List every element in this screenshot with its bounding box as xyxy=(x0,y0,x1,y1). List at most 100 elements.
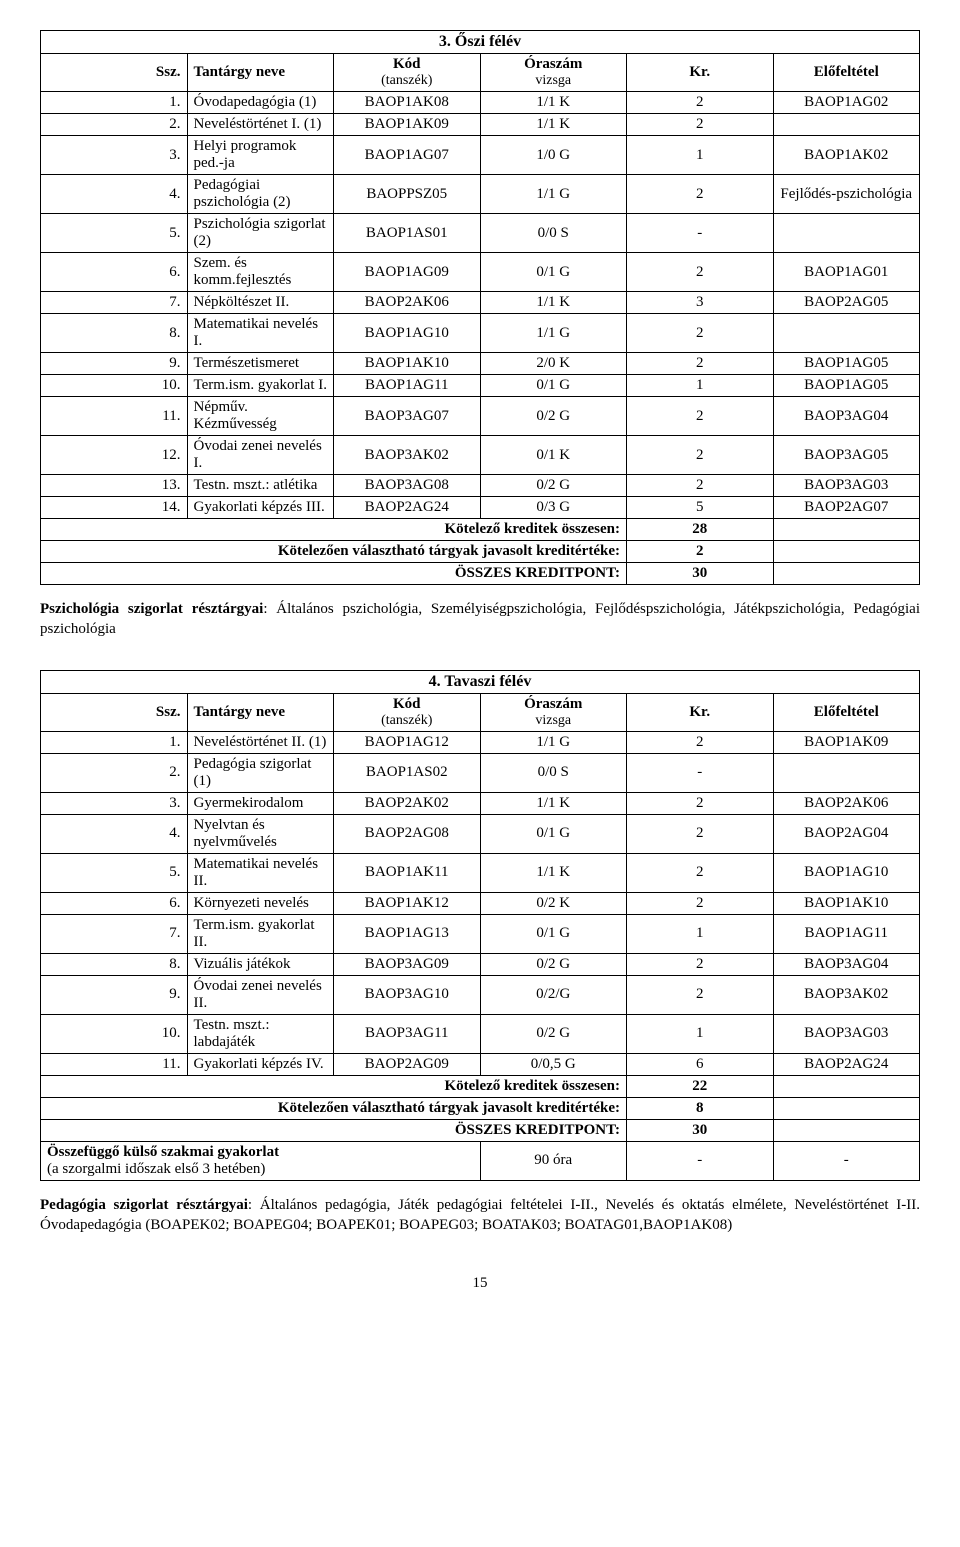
cell-name: Testn. mszt.: labdajáték xyxy=(187,1014,334,1053)
cell-name: Természetismeret xyxy=(187,353,334,375)
cell-kr: 2 xyxy=(627,253,774,292)
cell-kr: 1 xyxy=(627,914,774,953)
summary-empty xyxy=(773,1119,920,1141)
cell-ssz: 4. xyxy=(41,814,188,853)
cell-ssz: 6. xyxy=(41,253,188,292)
cell-kr: 2 xyxy=(627,436,774,475)
cell-elo: BAOP2AG24 xyxy=(773,1053,920,1075)
cell-ssz: 9. xyxy=(41,353,188,375)
summary-row: Kötelezően választható tárgyak javasolt … xyxy=(41,541,920,563)
cell-kod: BAOP1AS01 xyxy=(334,214,481,253)
cell-ora: 1/1 K xyxy=(480,292,627,314)
th-kod: Kód (tanszék) xyxy=(334,693,481,731)
cell-kr: 1 xyxy=(627,375,774,397)
cell-elo: BAOP2AG04 xyxy=(773,814,920,853)
cell-kod: BAOP3AG11 xyxy=(334,1014,481,1053)
cell-kod: BAOP1AK08 xyxy=(334,92,481,114)
cell-elo: BAOP2AG05 xyxy=(773,292,920,314)
summary-row: ÖSSZES KREDITPONT:30 xyxy=(41,1119,920,1141)
cell-name: Óvodai zenei nevelés II. xyxy=(187,975,334,1014)
cell-ora: 0/2 K xyxy=(480,892,627,914)
cell-kod: BAOP1AG11 xyxy=(334,375,481,397)
summary-empty xyxy=(773,1075,920,1097)
table-row: 12.Óvodai zenei nevelés I.BAOP3AK020/1 K… xyxy=(41,436,920,475)
summary-label: Kötelező kreditek összesen: xyxy=(41,1075,627,1097)
summary-label: ÖSSZES KREDITPONT: xyxy=(41,1119,627,1141)
section3-title: 3. Őszi félév xyxy=(41,31,920,54)
table-row: 6.Szem. és komm.fejlesztésBAOP1AG090/1 G… xyxy=(41,253,920,292)
th-kod-sub: (tanszék) xyxy=(340,713,474,729)
cell-elo: BAOP3AG05 xyxy=(773,436,920,475)
cell-name: Helyi programok ped.-ja xyxy=(187,136,334,175)
th-elo: Előfeltétel xyxy=(773,54,920,92)
cell-kr: 1 xyxy=(627,136,774,175)
cell-ora: 0/1 G xyxy=(480,814,627,853)
cell-name: Term.ism. gyakorlat II. xyxy=(187,914,334,953)
th-ora-main: Óraszám xyxy=(524,696,582,712)
cell-ssz: 8. xyxy=(41,314,188,353)
cell-elo xyxy=(773,214,920,253)
cell-kod: BAOP2AK06 xyxy=(334,292,481,314)
cell-elo: BAOP3AG04 xyxy=(773,397,920,436)
th-ssz: Ssz. xyxy=(41,693,188,731)
cell-ssz: 3. xyxy=(41,792,188,814)
table-row: 3.GyermekirodalomBAOP2AK021/1 K2BAOP2AK0… xyxy=(41,792,920,814)
cell-elo: BAOP1AK09 xyxy=(773,731,920,753)
table-row: 7.Népköltészet II.BAOP2AK061/1 K3BAOP2AG… xyxy=(41,292,920,314)
cell-elo: BAOP2AK06 xyxy=(773,792,920,814)
cell-ssz: 11. xyxy=(41,397,188,436)
summary-row: Kötelező kreditek összesen:22 xyxy=(41,1075,920,1097)
table-row: 4.Pedagógiai pszichológia (2)BAOPPSZ051/… xyxy=(41,175,920,214)
summary-row: ÖSSZES KREDITPONT:30 xyxy=(41,563,920,585)
cell-kod: BAOP1AG09 xyxy=(334,253,481,292)
table-semester-4: 4. Tavaszi félév Ssz. Tantárgy neve Kód … xyxy=(40,670,920,1181)
cell-name: Pedagógiai pszichológia (2) xyxy=(187,175,334,214)
cell-kod: BAOP2AG24 xyxy=(334,497,481,519)
cell-ora: 0/0,5 G xyxy=(480,1053,627,1075)
cell-ora: 0/1 G xyxy=(480,253,627,292)
cell-name: Szem. és komm.fejlesztés xyxy=(187,253,334,292)
cell-ora: 0/2 G xyxy=(480,475,627,497)
cell-ssz: 7. xyxy=(41,914,188,953)
cell-name: Pszichológia szigorlat (2) xyxy=(187,214,334,253)
th-ora-main: Óraszám xyxy=(524,56,582,72)
cell-name: Környezeti nevelés xyxy=(187,892,334,914)
cell-kr: - xyxy=(627,214,774,253)
cell-name: Óvodapedagógia (1) xyxy=(187,92,334,114)
cell-name: Gyakorlati képzés III. xyxy=(187,497,334,519)
th-kr: Kr. xyxy=(627,693,774,731)
extra-row-label: Összefüggő külső szakmai gyakorlat (a sz… xyxy=(41,1141,481,1180)
table-row: 9.Óvodai zenei nevelés II.BAOP3AG100/2/G… xyxy=(41,975,920,1014)
table-row: 2.Neveléstörténet I. (1)BAOP1AK091/1 K2 xyxy=(41,114,920,136)
cell-kr: 2 xyxy=(627,731,774,753)
cell-name: Neveléstörténet II. (1) xyxy=(187,731,334,753)
cell-ssz: 4. xyxy=(41,175,188,214)
cell-ssz: 5. xyxy=(41,214,188,253)
cell-ssz: 3. xyxy=(41,136,188,175)
cell-elo: BAOP1AK10 xyxy=(773,892,920,914)
cell-ora: 1/1 K xyxy=(480,92,627,114)
cell-ssz: 1. xyxy=(41,92,188,114)
cell-elo xyxy=(773,114,920,136)
summary-value: 30 xyxy=(627,1119,774,1141)
cell-kr: 2 xyxy=(627,792,774,814)
summary-label: Kötelező kreditek összesen: xyxy=(41,519,627,541)
cell-ora: 0/1 K xyxy=(480,436,627,475)
cell-kr: 5 xyxy=(627,497,774,519)
cell-kod: BAOP1AG07 xyxy=(334,136,481,175)
cell-ssz: 9. xyxy=(41,975,188,1014)
cell-elo: BAOP3AG04 xyxy=(773,953,920,975)
cell-ssz: 11. xyxy=(41,1053,188,1075)
cell-ora: 0/2 G xyxy=(480,1014,627,1053)
cell-ssz: 6. xyxy=(41,892,188,914)
table-row: 5.Pszichológia szigorlat (2)BAOP1AS010/0… xyxy=(41,214,920,253)
summary-value: 8 xyxy=(627,1097,774,1119)
th-kod-main: Kód xyxy=(393,56,421,72)
cell-ora: 1/1 G xyxy=(480,314,627,353)
table-row: 8.Matematikai nevelés I.BAOP1AG101/1 G2 xyxy=(41,314,920,353)
th-kod-sub: (tanszék) xyxy=(340,73,474,89)
cell-elo: BAOP3AK02 xyxy=(773,975,920,1014)
cell-kr: 2 xyxy=(627,853,774,892)
table-row: 10.Testn. mszt.: labdajátékBAOP3AG110/2 … xyxy=(41,1014,920,1053)
cell-ssz: 2. xyxy=(41,114,188,136)
